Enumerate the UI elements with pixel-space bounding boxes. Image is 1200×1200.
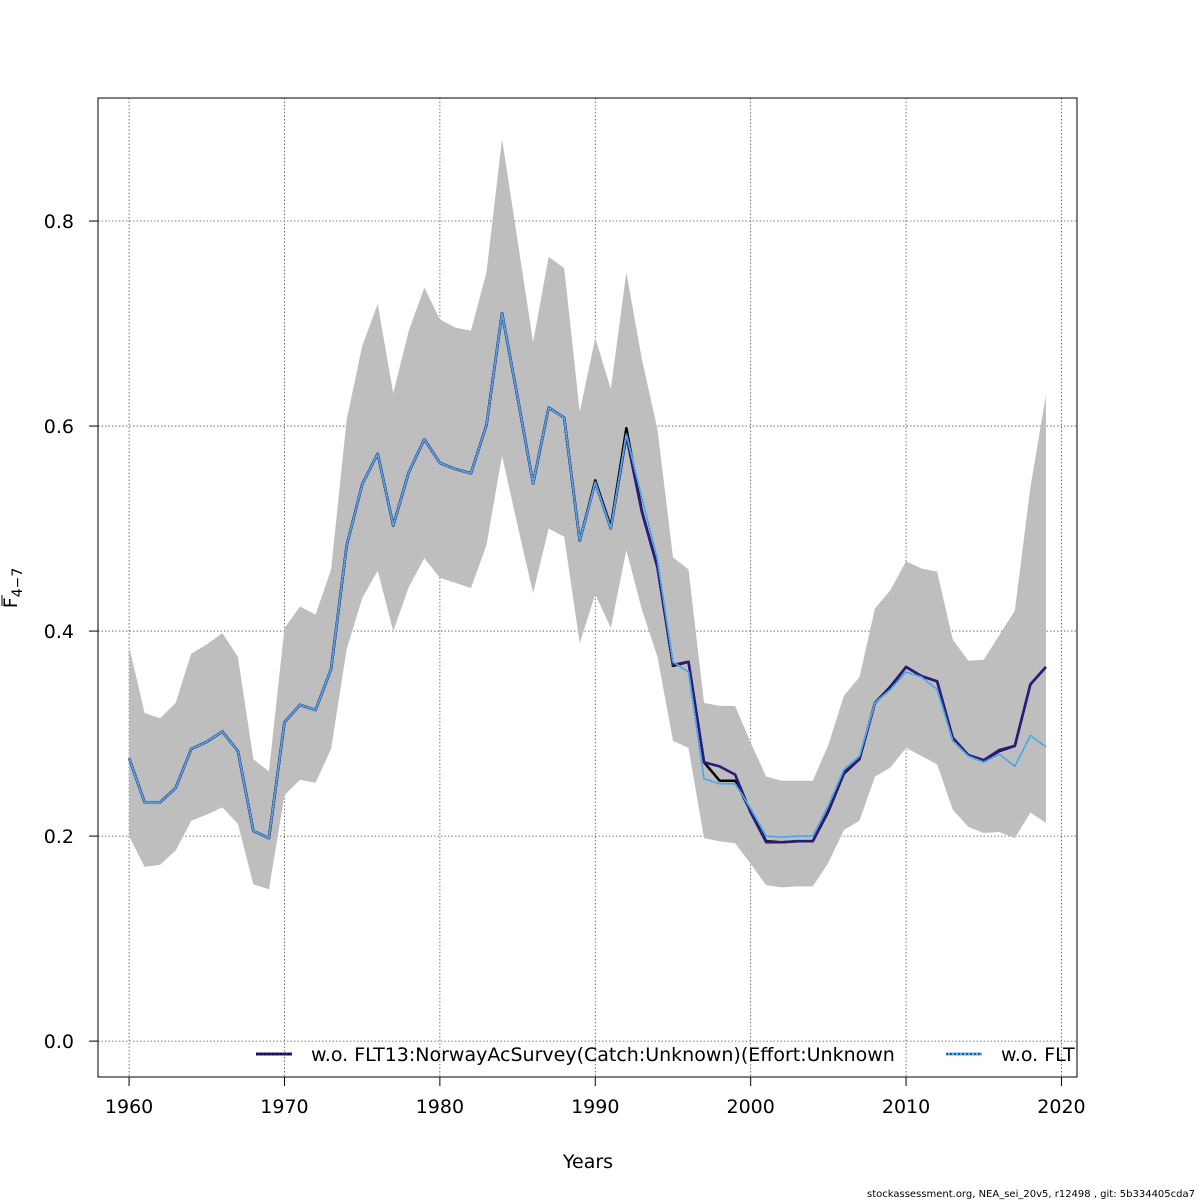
x-tick-label: 1970 <box>260 1096 308 1118</box>
x-tick-label: 2010 <box>882 1096 930 1118</box>
svg-text:F4−7: F4−7 <box>0 568 26 608</box>
y-tick-label: 0.8 <box>44 211 74 233</box>
plot-frame <box>97 97 1078 1078</box>
y-tick-label: 0.6 <box>44 416 74 438</box>
y-tick-label: 0.2 <box>44 826 74 848</box>
x-tick-label: 2020 <box>1037 1096 1085 1118</box>
x-tick-label: 1990 <box>571 1096 619 1118</box>
y-axis: 0.0 0.2 0.4 0.6 0.8 <box>44 211 98 1053</box>
x-axis-title: Years <box>562 1151 613 1173</box>
footer-credit: stockassessment.org, NEA_sei_20v5, r1249… <box>867 1189 1195 1200</box>
x-tick-label: 1960 <box>105 1096 153 1118</box>
y-axis-title-subscript: 4−7 <box>10 568 26 598</box>
series-line-2-dots <box>128 313 1047 839</box>
x-tick-label: 2000 <box>726 1096 774 1118</box>
x-axis: 1960 1970 1980 1990 2000 2010 2020 <box>105 1077 1086 1118</box>
y-axis-title-main: F <box>0 597 22 608</box>
series-lines <box>127 311 1047 844</box>
legend-label-series-1: w.o. FLT13:NorwayAcSurvey(Catch:Unknown)… <box>311 1044 895 1066</box>
legend: w.o. FLT13:NorwayAcSurvey(Catch:Unknown)… <box>256 1044 1075 1066</box>
x-tick-label: 1980 <box>416 1096 464 1118</box>
legend-label-series-2: w.o. FLT <box>1001 1044 1075 1066</box>
y-tick-label: 0.0 <box>44 1031 74 1053</box>
y-axis-title: F4−7 <box>0 568 26 608</box>
y-tick-label: 0.4 <box>44 621 74 643</box>
